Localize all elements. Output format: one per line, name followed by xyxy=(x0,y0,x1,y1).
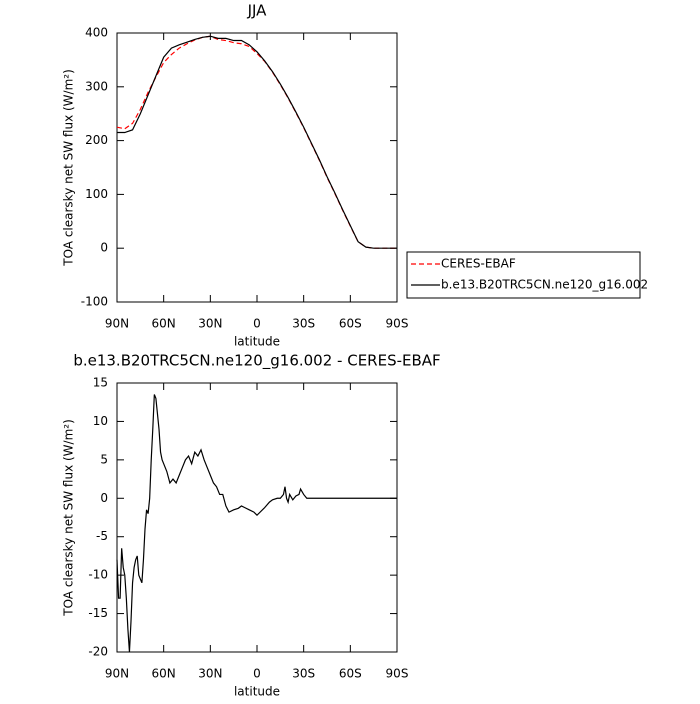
legend-label: b.e13.B20TRC5CN.ne120_g16.002 xyxy=(441,278,648,292)
x-tick-label: 90N xyxy=(105,667,129,681)
y-tick-label: 10 xyxy=(93,414,108,428)
y-tick-label: -5 xyxy=(96,529,108,543)
y-axis-label: TOA clearsky net SW flux (W/m²) xyxy=(62,419,76,617)
y-tick-label: 15 xyxy=(93,376,108,390)
y-tick-label: -15 xyxy=(88,606,108,620)
y-tick-label: -10 xyxy=(88,568,108,582)
y-axis-label: TOA clearsky net SW flux (W/m²) xyxy=(62,69,76,267)
y-tick-label: 0 xyxy=(100,491,108,505)
data-line xyxy=(117,35,397,249)
y-tick-label: 300 xyxy=(85,79,108,93)
x-tick-label: 60S xyxy=(339,317,362,331)
y-tick-label: 400 xyxy=(85,26,108,40)
x-tick-label: 30S xyxy=(292,317,315,331)
chart-title: b.e13.B20TRC5CN.ne120_g16.002 - CERES-EB… xyxy=(73,352,440,371)
y-tick-label: 200 xyxy=(85,133,108,147)
x-tick-label: 30N xyxy=(198,667,222,681)
x-tick-label: 60N xyxy=(152,317,176,331)
x-tick-label: 0 xyxy=(253,317,261,331)
x-tick-label: 30N xyxy=(198,317,222,331)
legend-label: CERES-EBAF xyxy=(441,257,516,271)
x-tick-label: 30S xyxy=(292,667,315,681)
x-tick-label: 60N xyxy=(152,667,176,681)
y-tick-label: -20 xyxy=(88,645,108,659)
chart-title: JJA xyxy=(247,2,268,20)
x-axis-label: latitude xyxy=(234,335,280,349)
x-tick-label: 0 xyxy=(253,667,261,681)
plot-frame xyxy=(116,32,398,303)
y-tick-label: 0 xyxy=(100,241,108,255)
data-line xyxy=(116,394,397,653)
x-axis-label: latitude xyxy=(234,685,280,699)
legend-box xyxy=(406,251,641,299)
x-tick-label: 90S xyxy=(386,667,409,681)
x-tick-label: 60S xyxy=(339,667,362,681)
x-tick-label: 90N xyxy=(105,317,129,331)
y-tick-label: -100 xyxy=(81,295,108,309)
x-tick-label: 90S xyxy=(386,317,409,331)
y-tick-label: 100 xyxy=(85,187,108,201)
plot-frame xyxy=(116,382,398,653)
y-tick-label: 5 xyxy=(100,452,108,466)
